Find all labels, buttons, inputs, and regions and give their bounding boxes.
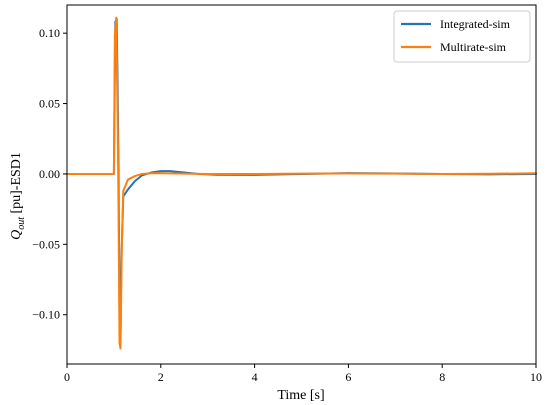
y-axis-label: Qout [pu]-ESD1 (9, 152, 27, 240)
plot-frame (66, 4, 537, 365)
legend-label-multirate: Multirate-sim (440, 40, 507, 54)
x-tick-label: 2 (158, 370, 164, 384)
x-tick-label: 4 (252, 370, 258, 384)
x-tick-label: 8 (439, 370, 445, 384)
y-tick-label: 0.00 (39, 167, 60, 181)
series-line-multirate-sim (66, 16, 537, 350)
series-line-integrated-sim (66, 18, 537, 342)
axes: 0 2 4 6 8 10 0.10 0.05 0.00 −0.05 −0.10 (32, 4, 542, 384)
x-tick-label: 10 (530, 370, 542, 384)
y-axis-label-tail: [pu]-ESD1 (9, 152, 24, 217)
x-tick-label: 6 (345, 370, 351, 384)
y-tick-label: 0.10 (39, 26, 60, 40)
x-axis-label: Time [s] (277, 388, 324, 403)
x-tick-label: 0 (64, 370, 70, 384)
y-tick-label: −0.05 (32, 237, 60, 251)
legend-label-integrated: Integrated-sim (440, 17, 511, 31)
legend: Integrated-sim Multirate-sim (393, 10, 531, 63)
y-axis-label-main: Q (9, 230, 24, 240)
y-tick-label: −0.10 (32, 308, 60, 322)
plot-area (66, 16, 537, 350)
y-axis-label-subscript: out (16, 217, 27, 230)
y-tick-label: 0.05 (39, 97, 60, 111)
